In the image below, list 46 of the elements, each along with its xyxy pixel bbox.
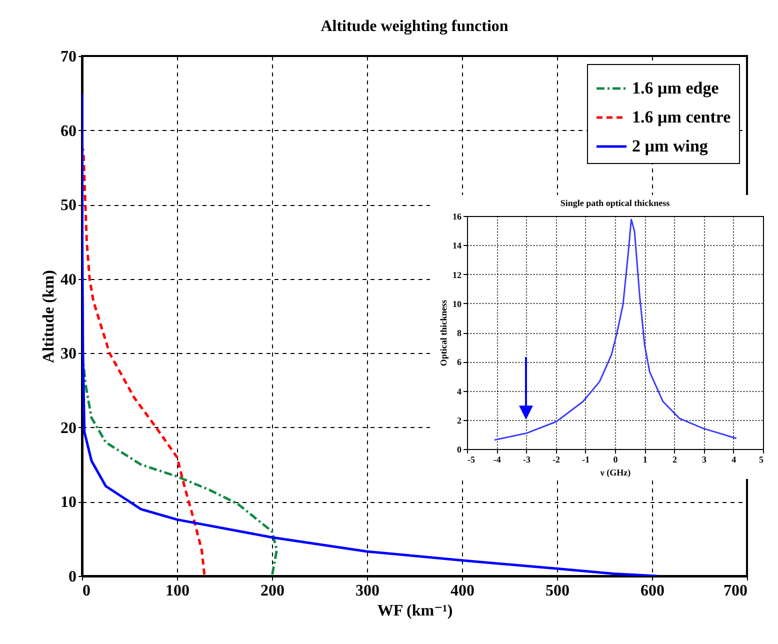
legend-label: 1.6 µm centre bbox=[632, 108, 732, 126]
x-axis-title: WF (km⁻¹) bbox=[377, 602, 453, 620]
legend-label: 1.6 µm edge bbox=[632, 78, 720, 98]
x-tick-label: 100 bbox=[166, 582, 190, 600]
chart-title: Altitude weighting function bbox=[320, 18, 508, 35]
x-tick-label: -2 bbox=[552, 454, 561, 464]
y-axis-title: Altitude (km) bbox=[40, 270, 58, 363]
y-axis-title: Optical thickness bbox=[438, 299, 448, 366]
x-tick-label: 1 bbox=[642, 454, 648, 464]
y-tick-label: 10 bbox=[452, 298, 462, 309]
x-tick-label: -1 bbox=[582, 454, 590, 464]
y-tick-label: 60 bbox=[60, 122, 76, 140]
x-tick-label: 5 bbox=[759, 454, 764, 464]
x-tick-label: 300 bbox=[356, 582, 380, 600]
y-tick-label: 10 bbox=[60, 494, 76, 512]
chart-title: Single path optical thickness bbox=[560, 198, 670, 208]
x-tick-label: -4 bbox=[493, 454, 502, 464]
y-tick-label: 6 bbox=[457, 357, 462, 368]
x-tick-label: -3 bbox=[522, 454, 531, 464]
x-tick-label: 600 bbox=[640, 582, 664, 600]
x-tick-label: 200 bbox=[260, 582, 284, 600]
y-tick-label: 2 bbox=[457, 415, 462, 426]
x-tick-label: -5 bbox=[468, 454, 476, 464]
x-tick-label: 2 bbox=[672, 454, 678, 464]
y-tick-label: 12 bbox=[452, 270, 462, 280]
x-tick-label: 400 bbox=[450, 582, 474, 600]
y-tick-label: 14 bbox=[452, 240, 462, 251]
x-tick-label: 3 bbox=[702, 454, 708, 464]
y-tick-label: 16 bbox=[452, 212, 462, 222]
y-tick-label: 70 bbox=[60, 48, 76, 66]
legend-label: 2 µm wing bbox=[632, 136, 708, 156]
y-tick-label: 50 bbox=[60, 197, 76, 214]
y-tick-label: 0 bbox=[68, 568, 76, 586]
x-tick-label: 700 bbox=[724, 582, 748, 600]
y-tick-label: 30 bbox=[60, 346, 76, 363]
x-axis-title: ν (GHz) bbox=[599, 468, 631, 478]
y-tick-label: 0 bbox=[457, 444, 462, 454]
line-series bbox=[494, 218, 738, 441]
y-tick-label: 8 bbox=[457, 328, 462, 338]
y-tick-label: 4 bbox=[457, 386, 462, 396]
x-tick-label: 4 bbox=[732, 454, 737, 464]
x-tick-label: 0 bbox=[613, 454, 618, 464]
y-tick-label: 20 bbox=[60, 420, 76, 437]
x-tick-label: 500 bbox=[546, 582, 570, 600]
x-tick-label: 0 bbox=[82, 582, 90, 600]
y-tick-label: 40 bbox=[60, 271, 76, 288]
